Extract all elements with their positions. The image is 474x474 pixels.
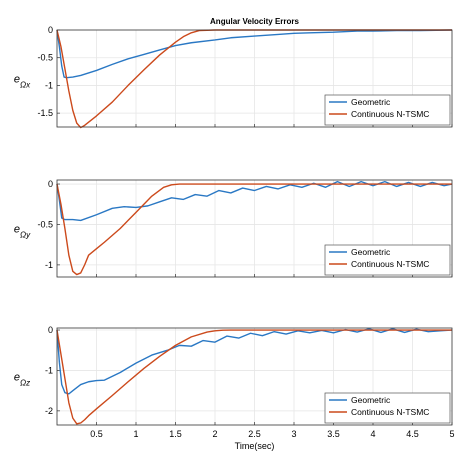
legend-entry: Continuous N-TSMC bbox=[351, 407, 429, 417]
chart-title: Angular Velocity Errors bbox=[210, 17, 299, 26]
legend: Geometric Continuous N-TSMC bbox=[324, 392, 451, 424]
x-tick-label: 1 bbox=[133, 429, 138, 439]
x-tick-label: 4 bbox=[370, 429, 375, 439]
x-tick-label: 2 bbox=[212, 429, 217, 439]
x-tick-label: 0.5 bbox=[90, 429, 103, 439]
series-line-geometric bbox=[56, 180, 453, 222]
legend-entry: Geometric bbox=[351, 97, 391, 107]
x-tick-label: 3 bbox=[291, 429, 296, 439]
y-tick-label: 0 bbox=[48, 325, 53, 335]
legend-entry: Geometric bbox=[351, 247, 391, 257]
x-tick-label: 4.5 bbox=[406, 429, 419, 439]
legend-box bbox=[324, 244, 451, 276]
legend-box bbox=[324, 392, 451, 424]
y-tick-label: -1 bbox=[45, 365, 53, 375]
legend-entry: Continuous N-TSMC bbox=[351, 109, 429, 119]
series-line-geometric bbox=[56, 328, 453, 395]
y-tick-label: 0 bbox=[48, 25, 53, 35]
x-tick-label: 1.5 bbox=[169, 429, 182, 439]
y-tick-label: -1 bbox=[45, 80, 53, 90]
series-line-continuous-n-tsmc bbox=[56, 329, 452, 425]
y-axis-label: eΩy bbox=[14, 224, 31, 240]
y-axis-label: eΩz bbox=[14, 372, 30, 388]
y-tick-label: -0.5 bbox=[37, 53, 53, 63]
series-line-geometric bbox=[56, 29, 453, 79]
axes-box bbox=[56, 179, 453, 278]
x-tick-label: 5 bbox=[449, 429, 454, 439]
legend-entry: Geometric bbox=[351, 395, 391, 405]
legend: Geometric Continuous N-TSMC bbox=[324, 244, 451, 276]
series-line-continuous-n-tsmc bbox=[56, 183, 452, 276]
x-tick-label: 2.5 bbox=[248, 429, 261, 439]
legend: Geometric Continuous N-TSMC bbox=[324, 94, 451, 126]
axes-box bbox=[56, 327, 453, 426]
y-axis-label: eΩx bbox=[14, 74, 31, 90]
chart-panel-2: 0 -0.5 -1 eΩy Geometric Continuous N-TSMC bbox=[14, 179, 453, 278]
x-tick-label: 3.5 bbox=[327, 429, 340, 439]
legend-entry: Continuous N-TSMC bbox=[351, 259, 429, 269]
x-axis-label: Time(sec) bbox=[235, 441, 275, 451]
axes-box bbox=[56, 29, 453, 128]
y-tick-label: -2 bbox=[45, 406, 53, 416]
y-tick-label: -0.5 bbox=[37, 219, 53, 229]
y-tick-label: 0 bbox=[48, 179, 53, 189]
y-tick-label: -1.5 bbox=[37, 108, 53, 118]
legend-box bbox=[324, 94, 451, 126]
y-tick-label: -1 bbox=[45, 260, 53, 270]
chart-panel-1: 0 -0.5 -1 -1.5 Angular Velocity Errors eΩx Geo… bbox=[14, 17, 453, 129]
chart-panel-3: 0 -1 -2 0.5 1 1.5 2 2.5 3 3.5 4 4.5 5 eΩz Time(sec) Geo… bbox=[14, 325, 455, 451]
